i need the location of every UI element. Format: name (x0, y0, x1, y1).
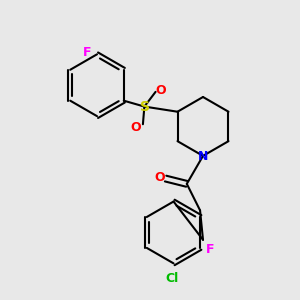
Text: F: F (83, 46, 92, 59)
Text: O: O (130, 121, 141, 134)
Text: O: O (154, 171, 165, 184)
Text: O: O (156, 84, 166, 97)
Text: S: S (140, 100, 150, 114)
Text: N: N (198, 150, 208, 163)
Text: F: F (206, 243, 214, 256)
Text: Cl: Cl (166, 272, 179, 285)
